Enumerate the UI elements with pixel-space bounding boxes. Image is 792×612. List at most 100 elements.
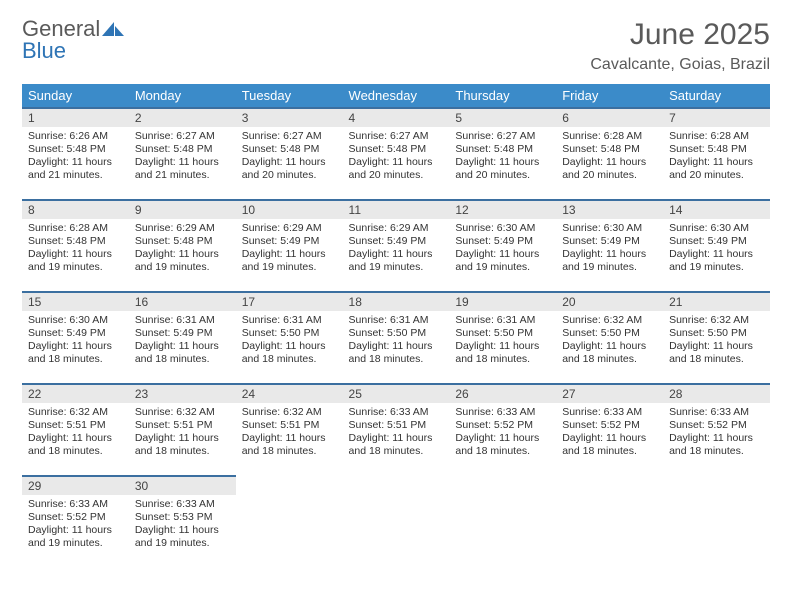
day-detail: Sunrise: 6:31 AMSunset: 5:50 PMDaylight:… [449,311,556,371]
day-detail: Sunrise: 6:27 AMSunset: 5:48 PMDaylight:… [343,127,450,187]
day-number: 27 [556,385,663,403]
weekday-header: Monday [129,84,236,108]
day-detail: Sunrise: 6:29 AMSunset: 5:49 PMDaylight:… [236,219,343,279]
day-detail: Sunrise: 6:31 AMSunset: 5:50 PMDaylight:… [343,311,450,371]
day-number: 22 [22,385,129,403]
calendar-cell: 10Sunrise: 6:29 AMSunset: 5:49 PMDayligh… [236,200,343,292]
day-detail: Sunrise: 6:32 AMSunset: 5:51 PMDaylight:… [22,403,129,463]
day-detail: Sunrise: 6:27 AMSunset: 5:48 PMDaylight:… [129,127,236,187]
day-detail: Sunrise: 6:30 AMSunset: 5:49 PMDaylight:… [663,219,770,279]
day-detail: Sunrise: 6:27 AMSunset: 5:48 PMDaylight:… [236,127,343,187]
day-number: 4 [343,109,450,127]
calendar-cell: 16Sunrise: 6:31 AMSunset: 5:49 PMDayligh… [129,292,236,384]
day-detail: Sunrise: 6:30 AMSunset: 5:49 PMDaylight:… [556,219,663,279]
day-number: 5 [449,109,556,127]
day-number: 16 [129,293,236,311]
day-detail: Sunrise: 6:28 AMSunset: 5:48 PMDaylight:… [556,127,663,187]
day-number: 30 [129,477,236,495]
day-detail: Sunrise: 6:28 AMSunset: 5:48 PMDaylight:… [22,219,129,279]
calendar-cell: 27Sunrise: 6:33 AMSunset: 5:52 PMDayligh… [556,384,663,476]
day-number: 23 [129,385,236,403]
calendar-cell: 23Sunrise: 6:32 AMSunset: 5:51 PMDayligh… [129,384,236,476]
calendar-cell: 15Sunrise: 6:30 AMSunset: 5:49 PMDayligh… [22,292,129,384]
day-number: 10 [236,201,343,219]
day-detail: Sunrise: 6:32 AMSunset: 5:50 PMDaylight:… [556,311,663,371]
calendar-cell: 30Sunrise: 6:33 AMSunset: 5:53 PMDayligh… [129,476,236,568]
calendar-cell: 22Sunrise: 6:32 AMSunset: 5:51 PMDayligh… [22,384,129,476]
day-detail: Sunrise: 6:26 AMSunset: 5:48 PMDaylight:… [22,127,129,187]
day-number: 9 [129,201,236,219]
calendar-table: Sunday Monday Tuesday Wednesday Thursday… [22,84,770,568]
calendar-cell [449,476,556,568]
day-number: 26 [449,385,556,403]
calendar-cell: 14Sunrise: 6:30 AMSunset: 5:49 PMDayligh… [663,200,770,292]
day-detail: Sunrise: 6:32 AMSunset: 5:50 PMDaylight:… [663,311,770,371]
day-detail: Sunrise: 6:28 AMSunset: 5:48 PMDaylight:… [663,127,770,187]
day-number: 14 [663,201,770,219]
brand-logo: General Blue [22,18,124,62]
day-number: 21 [663,293,770,311]
calendar-cell: 4Sunrise: 6:27 AMSunset: 5:48 PMDaylight… [343,108,450,200]
calendar-cell: 18Sunrise: 6:31 AMSunset: 5:50 PMDayligh… [343,292,450,384]
calendar-cell [556,476,663,568]
day-number: 20 [556,293,663,311]
day-number: 28 [663,385,770,403]
day-detail: Sunrise: 6:31 AMSunset: 5:50 PMDaylight:… [236,311,343,371]
day-detail: Sunrise: 6:30 AMSunset: 5:49 PMDaylight:… [449,219,556,279]
day-number: 29 [22,477,129,495]
calendar-cell [663,476,770,568]
brand-sail-icon [102,16,124,41]
brand-part2: Blue [22,40,124,62]
calendar-cell [236,476,343,568]
calendar-row: 1Sunrise: 6:26 AMSunset: 5:48 PMDaylight… [22,108,770,200]
calendar-cell: 25Sunrise: 6:33 AMSunset: 5:51 PMDayligh… [343,384,450,476]
day-detail: Sunrise: 6:33 AMSunset: 5:53 PMDaylight:… [129,495,236,555]
calendar-row: 29Sunrise: 6:33 AMSunset: 5:52 PMDayligh… [22,476,770,568]
calendar-cell: 2Sunrise: 6:27 AMSunset: 5:48 PMDaylight… [129,108,236,200]
calendar-cell: 9Sunrise: 6:29 AMSunset: 5:48 PMDaylight… [129,200,236,292]
day-number: 19 [449,293,556,311]
day-detail: Sunrise: 6:29 AMSunset: 5:48 PMDaylight:… [129,219,236,279]
day-number: 2 [129,109,236,127]
day-number: 12 [449,201,556,219]
day-number: 17 [236,293,343,311]
header: General Blue June 2025 Cavalcante, Goias… [22,18,770,74]
calendar-cell: 13Sunrise: 6:30 AMSunset: 5:49 PMDayligh… [556,200,663,292]
day-detail: Sunrise: 6:33 AMSunset: 5:52 PMDaylight:… [663,403,770,463]
calendar-cell: 19Sunrise: 6:31 AMSunset: 5:50 PMDayligh… [449,292,556,384]
day-number: 8 [22,201,129,219]
calendar-cell: 6Sunrise: 6:28 AMSunset: 5:48 PMDaylight… [556,108,663,200]
calendar-cell: 24Sunrise: 6:32 AMSunset: 5:51 PMDayligh… [236,384,343,476]
day-number: 13 [556,201,663,219]
day-detail: Sunrise: 6:33 AMSunset: 5:51 PMDaylight:… [343,403,450,463]
day-number: 1 [22,109,129,127]
calendar-cell: 28Sunrise: 6:33 AMSunset: 5:52 PMDayligh… [663,384,770,476]
calendar-cell: 17Sunrise: 6:31 AMSunset: 5:50 PMDayligh… [236,292,343,384]
day-number: 24 [236,385,343,403]
location-subtitle: Cavalcante, Goias, Brazil [590,56,770,74]
page-title: June 2025 [590,18,770,52]
weekday-header: Saturday [663,84,770,108]
day-detail: Sunrise: 6:33 AMSunset: 5:52 PMDaylight:… [449,403,556,463]
day-detail: Sunrise: 6:32 AMSunset: 5:51 PMDaylight:… [236,403,343,463]
calendar-cell: 11Sunrise: 6:29 AMSunset: 5:49 PMDayligh… [343,200,450,292]
day-detail: Sunrise: 6:29 AMSunset: 5:49 PMDaylight:… [343,219,450,279]
calendar-cell: 7Sunrise: 6:28 AMSunset: 5:48 PMDaylight… [663,108,770,200]
day-detail: Sunrise: 6:33 AMSunset: 5:52 PMDaylight:… [556,403,663,463]
calendar-row: 15Sunrise: 6:30 AMSunset: 5:49 PMDayligh… [22,292,770,384]
day-detail: Sunrise: 6:32 AMSunset: 5:51 PMDaylight:… [129,403,236,463]
calendar-cell: 20Sunrise: 6:32 AMSunset: 5:50 PMDayligh… [556,292,663,384]
day-number: 7 [663,109,770,127]
day-number: 6 [556,109,663,127]
day-number: 3 [236,109,343,127]
calendar-cell: 5Sunrise: 6:27 AMSunset: 5:48 PMDaylight… [449,108,556,200]
day-detail: Sunrise: 6:30 AMSunset: 5:49 PMDaylight:… [22,311,129,371]
weekday-header: Thursday [449,84,556,108]
calendar-cell: 29Sunrise: 6:33 AMSunset: 5:52 PMDayligh… [22,476,129,568]
weekday-header: Sunday [22,84,129,108]
calendar-row: 22Sunrise: 6:32 AMSunset: 5:51 PMDayligh… [22,384,770,476]
calendar-row: 8Sunrise: 6:28 AMSunset: 5:48 PMDaylight… [22,200,770,292]
weekday-header: Friday [556,84,663,108]
day-number: 11 [343,201,450,219]
day-detail: Sunrise: 6:33 AMSunset: 5:52 PMDaylight:… [22,495,129,555]
